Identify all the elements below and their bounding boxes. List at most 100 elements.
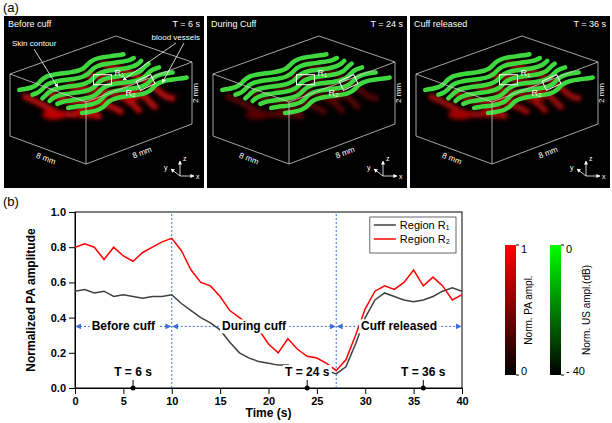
leader [162, 43, 184, 83]
region-label: R₂ [532, 88, 542, 98]
dimension-label: 8 mm [537, 145, 559, 161]
colorbar [505, 245, 516, 375]
y-tick-label: 0.0 [51, 382, 66, 394]
region-box [136, 75, 155, 91]
y-tick-label: 0.8 [51, 241, 66, 253]
dimension-label: 2 mm [394, 83, 403, 103]
x-axis: 0510152025303540 [72, 388, 468, 407]
colorbar-tick [561, 375, 564, 376]
axis-arrow [374, 169, 383, 176]
colorbar-title: Norm. PA ampl. [523, 275, 534, 344]
phase-label: Cuff released [361, 319, 437, 333]
y-tick [69, 212, 75, 213]
annotation: Skin contour [12, 39, 57, 48]
x-axis-title: Time (s) [246, 406, 292, 420]
colorbar-tick-label: 0 [521, 365, 527, 377]
axis-letter: y [164, 164, 168, 172]
panel-label: (a) [3, 0, 19, 15]
y-tick-label: 0.4 [51, 312, 67, 324]
series-line [75, 238, 462, 370]
axis-arrow [171, 169, 180, 176]
time-mark-dot [421, 386, 426, 391]
time-mark-label: T = 24 s [285, 365, 330, 379]
x-tick-label: 25 [311, 395, 323, 407]
y-axis-title: Normalized PA amplitude [24, 228, 38, 372]
colorbar-tick [516, 375, 519, 376]
box-edge [522, 36, 598, 62]
axis-letter: z [589, 155, 593, 162]
axis-letter: y [570, 164, 574, 172]
skin-contour [271, 72, 375, 107]
region-label: R₁ [318, 68, 328, 78]
x-tick [414, 388, 415, 394]
image-panel: R₁R₂Cuff releasedT = 36 s8 mm8 mm2 mmxyz [410, 16, 610, 188]
image-panel: R₁R₂Before cuffT = 6 s8 mm8 mm2 mmxyzSki… [4, 16, 204, 188]
axis-arrow [180, 161, 181, 176]
skin-contour [448, 61, 547, 99]
region-box [339, 75, 358, 91]
image-time: T = 36 s [573, 19, 606, 29]
box-edge [10, 74, 11, 136]
x-tick-label: 15 [215, 395, 227, 407]
colorbar-title: Norm. US ampl.(dB) [581, 265, 592, 355]
box-edge [10, 36, 116, 74]
image-background [207, 16, 407, 188]
box-edge [492, 102, 493, 164]
legend-swatch [374, 224, 396, 226]
label-background [90, 319, 158, 333]
label-background [359, 319, 439, 333]
axis-arrow [586, 161, 587, 176]
image-title: Before cuff [8, 19, 52, 29]
x-tick-label: 0 [72, 395, 78, 407]
time-mark-dot [131, 386, 136, 391]
axis-letter: y [367, 164, 371, 172]
y-axis-line [75, 213, 76, 389]
skin-contour [285, 78, 390, 113]
axis-letter: x [602, 173, 606, 180]
skin-contour [245, 61, 344, 99]
phase-label: Before cuff [92, 319, 156, 333]
box-edge [86, 124, 192, 164]
image-background [410, 16, 610, 188]
box-edge [86, 62, 192, 102]
y-tick [69, 388, 75, 389]
box-edge [213, 74, 289, 102]
region-label: R₂ [126, 88, 136, 98]
axis-arrow [383, 176, 397, 177]
box-edge [289, 62, 395, 102]
y-tick [69, 247, 75, 248]
legend-box [370, 217, 456, 253]
x-tick [317, 388, 318, 394]
dimension-label: 2 mm [191, 83, 200, 103]
x-tick-label: 30 [360, 395, 372, 407]
box-edge [289, 124, 395, 164]
dimension-label: 8 mm [131, 145, 153, 161]
colorbar-tick [561, 245, 564, 246]
image-time: T = 24 s [370, 19, 403, 29]
image-title: During Cuff [211, 19, 257, 29]
image-title: Cuff released [414, 19, 467, 29]
colorbar-tick-label: 1 [521, 243, 527, 255]
label-background [112, 365, 154, 379]
box-edge [416, 36, 522, 74]
x-tick [365, 388, 366, 394]
vessel [245, 110, 269, 120]
y-tick [69, 353, 75, 354]
y-tick [69, 318, 75, 319]
y-tick-label: 0.6 [51, 276, 66, 288]
plot-area [75, 238, 462, 374]
legend-label: Region R₂ [400, 233, 450, 245]
box-edge [492, 124, 598, 164]
box-edge [416, 74, 492, 102]
legend-label: Region R₁ [400, 219, 450, 231]
axis-arrow [383, 161, 384, 176]
leader [123, 43, 176, 80]
axis-letter: z [183, 155, 187, 162]
y-tick [69, 282, 75, 283]
x-tick [123, 388, 124, 394]
legend: Region R₁ Region R₂ [370, 217, 456, 253]
region-box [542, 75, 561, 91]
vessel [448, 110, 472, 120]
time-mark-label: T = 6 s [114, 365, 152, 379]
box-edge [289, 102, 290, 164]
